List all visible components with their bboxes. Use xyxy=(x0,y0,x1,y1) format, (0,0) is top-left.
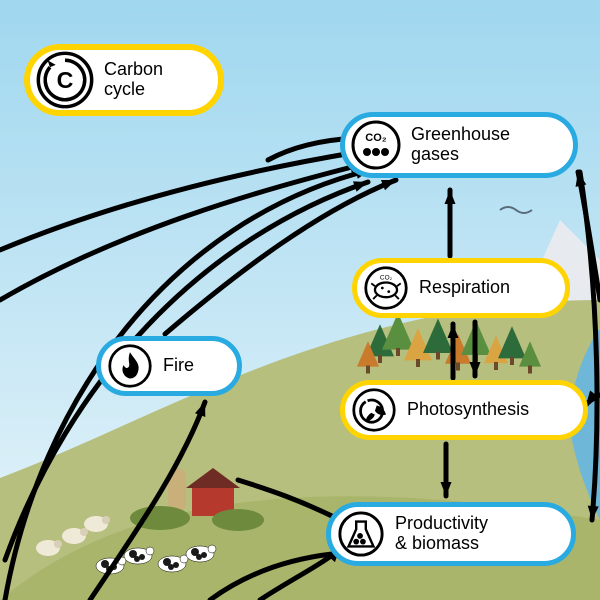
node-label-productivity-biomass: Productivity & biomass xyxy=(395,514,488,554)
node-label-respiration: Respiration xyxy=(419,278,510,298)
co2-dots-icon: CO₂ xyxy=(351,120,401,170)
node-label-fire: Fire xyxy=(163,356,194,376)
bush xyxy=(130,506,190,530)
svg-text:CO₂: CO₂ xyxy=(365,132,387,144)
node-label-greenhouse-gases: Greenhouse gases xyxy=(411,125,510,165)
diagram-stage: C Carbon cycle CO₂ Greenhouse gases CO₂ Respi… xyxy=(0,0,600,600)
silo xyxy=(168,468,186,512)
fire-icon xyxy=(107,343,153,389)
node-respiration: CO₂ Respiration xyxy=(352,258,570,318)
node-photosynthesis: Photosynthesis xyxy=(340,380,588,440)
flask-balls-icon xyxy=(337,510,385,558)
node-productivity-biomass: Productivity & biomass xyxy=(326,502,576,566)
node-label-carbon-cycle: Carbon cycle xyxy=(104,60,163,100)
microbe-icon: CO₂ xyxy=(363,265,409,311)
svg-text:C: C xyxy=(57,67,74,93)
node-greenhouse-gases: CO₂ Greenhouse gases xyxy=(340,112,578,178)
node-carbon-cycle: C Carbon cycle xyxy=(24,44,224,116)
node-fire: Fire xyxy=(96,336,242,396)
leaf-spiral-icon xyxy=(351,387,397,433)
node-label-photosynthesis: Photosynthesis xyxy=(407,400,529,420)
carbon-cycle-icon: C xyxy=(36,51,94,109)
bush xyxy=(212,509,264,531)
svg-text:CO₂: CO₂ xyxy=(380,275,393,282)
